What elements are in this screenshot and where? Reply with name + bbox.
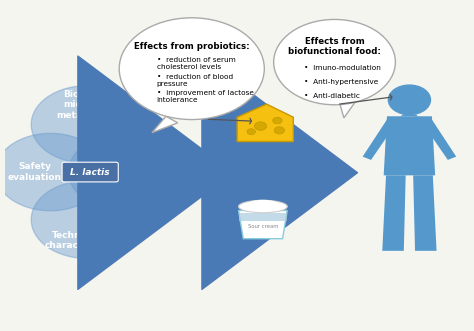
Polygon shape	[238, 213, 287, 221]
Circle shape	[247, 129, 255, 135]
Text: •  Anti-diabetic: • Anti-diabetic	[304, 93, 360, 99]
Polygon shape	[413, 175, 437, 251]
Ellipse shape	[248, 200, 278, 208]
Circle shape	[31, 86, 142, 163]
Circle shape	[273, 117, 282, 124]
Polygon shape	[382, 175, 406, 251]
Polygon shape	[383, 116, 435, 175]
Circle shape	[31, 181, 142, 259]
Circle shape	[0, 133, 106, 211]
Polygon shape	[363, 119, 395, 160]
Text: Effects from probiotics:: Effects from probiotics:	[134, 42, 250, 51]
Text: Effects from
biofunctional food:: Effects from biofunctional food:	[288, 37, 381, 56]
Circle shape	[388, 85, 430, 115]
Text: Safety
evaluation: Safety evaluation	[8, 163, 62, 182]
Text: •  reduction of serum
cholesterol levels: • reduction of serum cholesterol levels	[156, 57, 236, 70]
Circle shape	[273, 20, 395, 105]
Text: Bioactive
microbial
metabolites: Bioactive microbial metabolites	[56, 90, 117, 120]
Polygon shape	[238, 211, 287, 239]
Text: •  improvement of lactose
intolerance: • improvement of lactose intolerance	[156, 90, 254, 103]
Text: •  Imuno-modulation: • Imuno-modulation	[304, 65, 381, 71]
Circle shape	[274, 127, 284, 134]
Polygon shape	[339, 102, 356, 118]
Text: Technological
characterization: Technological characterization	[45, 231, 128, 250]
Text: •  reduction of blood
pressure: • reduction of blood pressure	[156, 74, 233, 87]
Polygon shape	[401, 115, 418, 116]
Circle shape	[69, 133, 179, 211]
Text: Evaluation
of
probiotic
potential: Evaluation of probiotic potential	[125, 152, 179, 192]
Circle shape	[255, 122, 267, 130]
Polygon shape	[237, 104, 293, 142]
FancyBboxPatch shape	[62, 162, 118, 182]
Polygon shape	[423, 119, 456, 160]
Circle shape	[119, 18, 264, 119]
Text: •  Anti-hypertensive: • Anti-hypertensive	[304, 79, 378, 85]
Text: L. lactis: L. lactis	[70, 167, 110, 176]
Text: Sour cream: Sour cream	[247, 224, 278, 229]
Ellipse shape	[238, 200, 287, 213]
Polygon shape	[152, 116, 178, 133]
